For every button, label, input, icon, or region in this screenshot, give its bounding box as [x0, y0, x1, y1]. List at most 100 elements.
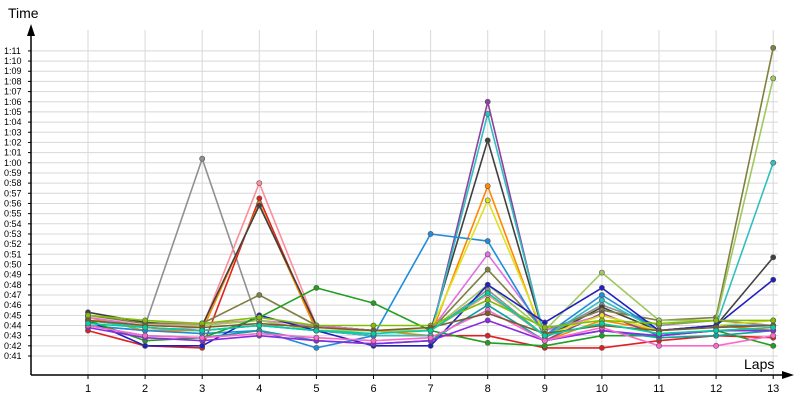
data-point	[370, 330, 377, 337]
data-point	[427, 231, 434, 237]
data-point	[256, 322, 263, 329]
x-tick-label: 6	[370, 383, 376, 395]
data-point	[599, 332, 605, 339]
x-tick-label: 12	[710, 383, 722, 395]
data-point	[313, 284, 320, 291]
data-point	[142, 317, 148, 324]
y-tick-label: 0:53	[4, 229, 22, 239]
data-point	[199, 334, 206, 341]
y-tick-label: 1:11	[4, 46, 21, 56]
data-point	[713, 332, 719, 339]
y-tick-label: 0:58	[4, 178, 22, 188]
y-tick-label: 0:50	[4, 259, 22, 269]
y-tick-label: 0:52	[4, 239, 22, 249]
data-point	[484, 290, 491, 296]
y-tick-label: 0:56	[4, 198, 22, 208]
data-point	[199, 155, 206, 162]
x-tick-label: 10	[596, 383, 608, 395]
data-point	[142, 342, 148, 349]
data-point	[713, 317, 719, 324]
x-tick-label: 9	[542, 383, 548, 395]
data-point	[313, 334, 320, 341]
data-point	[370, 337, 377, 344]
y-tick-labels: 0:410:420:430:440:450:460:470:480:490:50…	[4, 46, 31, 361]
y-axis-title: Time	[8, 5, 39, 21]
data-point	[142, 324, 148, 331]
data-point	[599, 269, 605, 276]
data-point	[256, 314, 263, 321]
data-point	[713, 327, 719, 334]
x-axis-title: Laps	[744, 356, 774, 372]
data-point	[256, 202, 263, 209]
data-point	[256, 195, 263, 202]
y-tick-label: 0:48	[4, 280, 22, 290]
data-point	[484, 137, 491, 144]
y-tick-label: 1:02	[4, 137, 22, 147]
y-tick-label: 1:03	[4, 127, 22, 137]
data-point	[427, 342, 434, 349]
data-point	[85, 312, 91, 319]
data-point	[599, 284, 605, 291]
data-point	[370, 322, 377, 329]
data-point	[599, 344, 605, 351]
data-point	[256, 292, 263, 298]
y-tick-label: 0:43	[4, 331, 22, 341]
y-tick-label: 0:41	[4, 351, 22, 361]
axes: Time Laps	[8, 5, 794, 379]
data-point	[484, 281, 491, 288]
data-point	[770, 342, 777, 349]
data-point	[541, 324, 548, 331]
y-tick-label: 1:06	[4, 97, 22, 107]
data-point	[599, 320, 605, 327]
data-point	[85, 320, 91, 327]
x-tick-label: 7	[428, 383, 434, 395]
y-tick-label: 0:57	[4, 188, 22, 198]
y-axis-arrow	[27, 24, 35, 36]
data-point	[370, 300, 377, 307]
grid	[31, 30, 778, 375]
y-tick-label: 0:47	[4, 290, 22, 300]
y-tick-label: 0:49	[4, 270, 22, 280]
y-tick-label: 0:55	[4, 209, 22, 219]
data-point	[541, 319, 548, 326]
data-point	[484, 111, 491, 117]
data-point	[713, 342, 719, 349]
x-tick-labels: 1 2 3 4 5 6 7 8 9 10 11 12 13	[85, 375, 779, 395]
y-tick-label: 1:10	[4, 56, 22, 66]
data-point	[599, 312, 605, 319]
data-point	[256, 180, 263, 187]
data-point	[484, 197, 491, 204]
data-point	[484, 332, 491, 339]
x-tick-label: 3	[199, 383, 205, 395]
y-tick-label: 1:07	[4, 87, 22, 97]
data-point	[484, 251, 491, 258]
y-tick-label: 1:01	[4, 148, 22, 158]
x-tick-label: 2	[142, 383, 148, 395]
x-tick-label: 8	[485, 383, 491, 395]
data-point	[484, 317, 491, 324]
x-tick-label: 5	[313, 383, 319, 395]
data-point	[256, 330, 263, 337]
y-tick-label: 1:05	[4, 107, 22, 117]
x-tick-label: 1	[85, 383, 91, 395]
data-point	[770, 75, 777, 82]
data-point	[599, 292, 605, 298]
y-tick-label: 0:44	[4, 320, 22, 330]
data-point	[427, 334, 434, 341]
data-point	[656, 342, 662, 349]
data-point	[656, 320, 662, 327]
data-point	[484, 98, 491, 105]
data-point	[656, 330, 662, 337]
data-point	[484, 310, 491, 317]
y-tick-label: 0:59	[4, 168, 22, 178]
data-point	[484, 302, 491, 309]
y-tick-label: 1:04	[4, 117, 22, 127]
data-point	[427, 327, 434, 334]
y-tick-label: 1:00	[4, 158, 22, 168]
series-20	[85, 290, 777, 339]
y-tick-label: 0:45	[4, 310, 22, 320]
data-point	[770, 324, 777, 331]
data-point	[770, 317, 777, 324]
